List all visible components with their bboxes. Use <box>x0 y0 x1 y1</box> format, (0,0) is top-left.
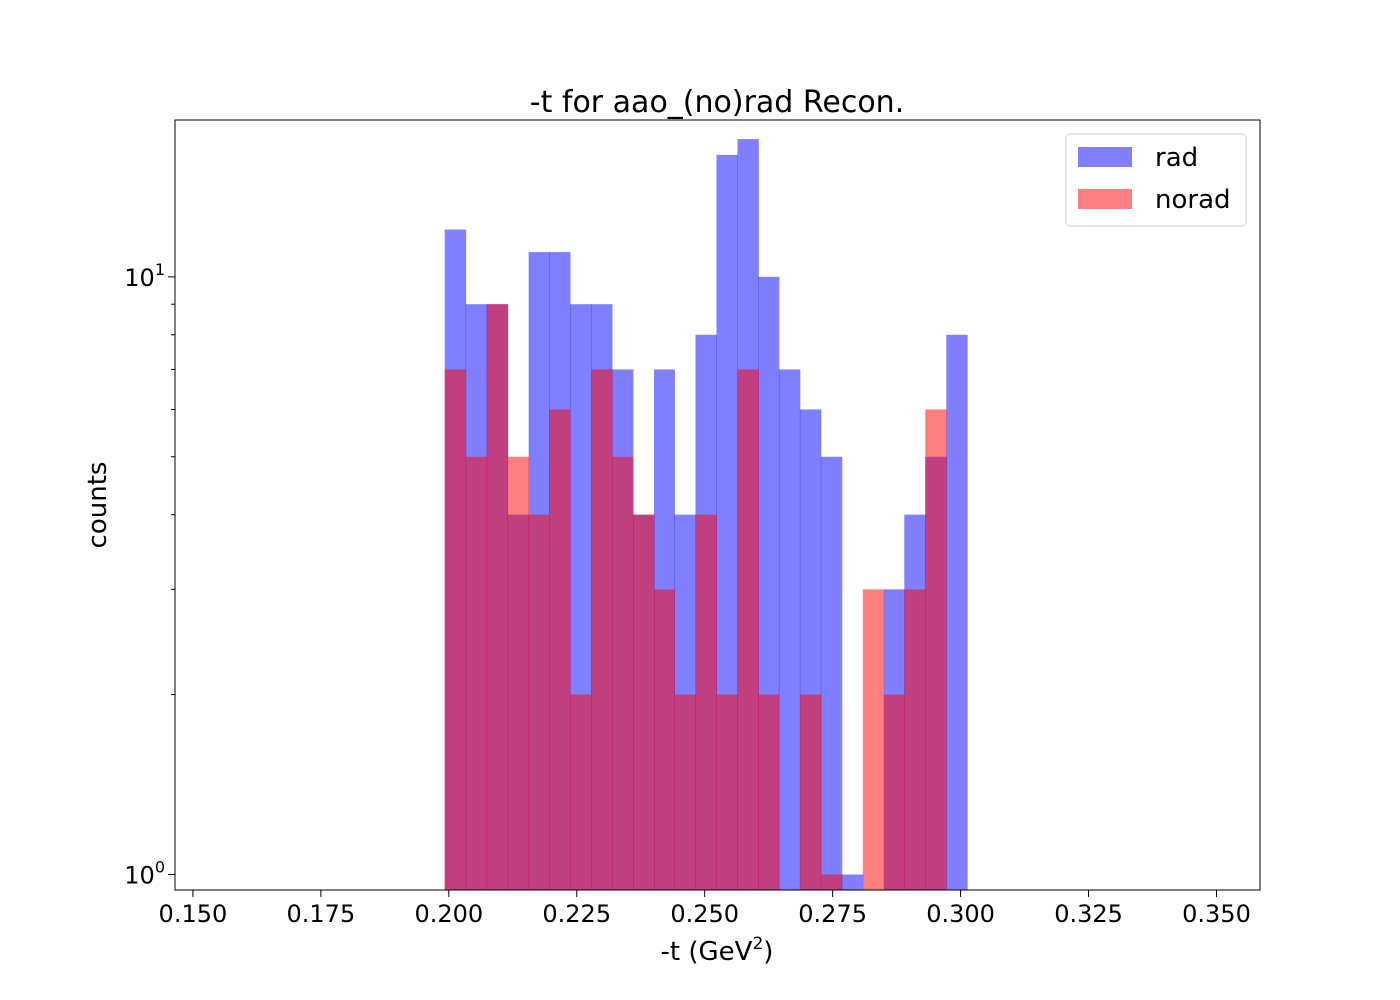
bar-norad-2 <box>486 304 509 891</box>
plot-frame <box>174 119 1261 891</box>
x-tick-label-3: 0.225 <box>542 900 611 928</box>
bar-norad-13 <box>716 694 738 890</box>
bar-norad-17 <box>799 694 822 890</box>
bar-norad-15 <box>758 694 780 890</box>
legend: rad norad <box>1065 133 1247 227</box>
bar-norad-12 <box>695 514 717 890</box>
legend-label-norad: norad <box>1155 185 1231 215</box>
bar-norad-9 <box>633 514 655 890</box>
histogram-bars <box>444 139 968 891</box>
bar-norad-11 <box>674 694 696 890</box>
bar-norad-0 <box>444 369 467 891</box>
x-tick-label-5: 0.275 <box>798 900 867 928</box>
x-tick-label-8: 0.350 <box>1182 900 1251 928</box>
x-tick-label-1: 0.175 <box>287 900 356 928</box>
bar-norad-5 <box>549 409 571 890</box>
y-axis-ticks: 100 101 <box>124 260 175 889</box>
legend-label-rad: rad <box>1155 143 1198 173</box>
bar-norad-1 <box>465 456 488 890</box>
bar-norad-22 <box>904 589 926 890</box>
bar-rad-24 <box>946 334 968 891</box>
bar-rad-16 <box>778 369 801 891</box>
chart-title: -t for aao_(no)rad Recon. <box>530 85 904 120</box>
legend-swatch-norad <box>1078 189 1132 209</box>
bar-norad-3 <box>507 456 530 890</box>
bar-norad-23 <box>925 409 947 890</box>
x-tick-label-6: 0.300 <box>926 900 995 928</box>
y-tick-label-1: 101 <box>124 260 165 292</box>
legend-swatch-rad <box>1078 147 1132 167</box>
bar-norad-20 <box>862 589 885 890</box>
bar-norad-21 <box>883 694 905 890</box>
bar-norad-7 <box>591 369 613 891</box>
bar-norad-10 <box>654 589 675 890</box>
x-axis-label: -t (GeV2) <box>661 934 774 967</box>
x-axis-ticks: 0.150 0.175 0.200 0.225 0.250 0.275 0.300 0.325… <box>159 890 1251 928</box>
x-axis-label-superscript: 2 <box>752 934 763 954</box>
y-tick-label-0: 100 <box>124 857 165 889</box>
bar-rad-19 <box>841 874 864 890</box>
bar-norad-14 <box>737 369 759 891</box>
x-tick-label-0: 0.150 <box>159 900 228 928</box>
bar-rad-18 <box>820 456 843 890</box>
x-tick-label-7: 0.325 <box>1054 900 1123 928</box>
bar-norad-6 <box>570 694 592 890</box>
bar-norad-4 <box>528 514 550 890</box>
bar-norad-8 <box>612 456 634 890</box>
bar-norad-18 <box>820 874 843 890</box>
x-tick-label-2: 0.200 <box>414 900 483 928</box>
y-axis-label: counts <box>83 462 113 549</box>
x-tick-label-4: 0.250 <box>670 900 739 928</box>
